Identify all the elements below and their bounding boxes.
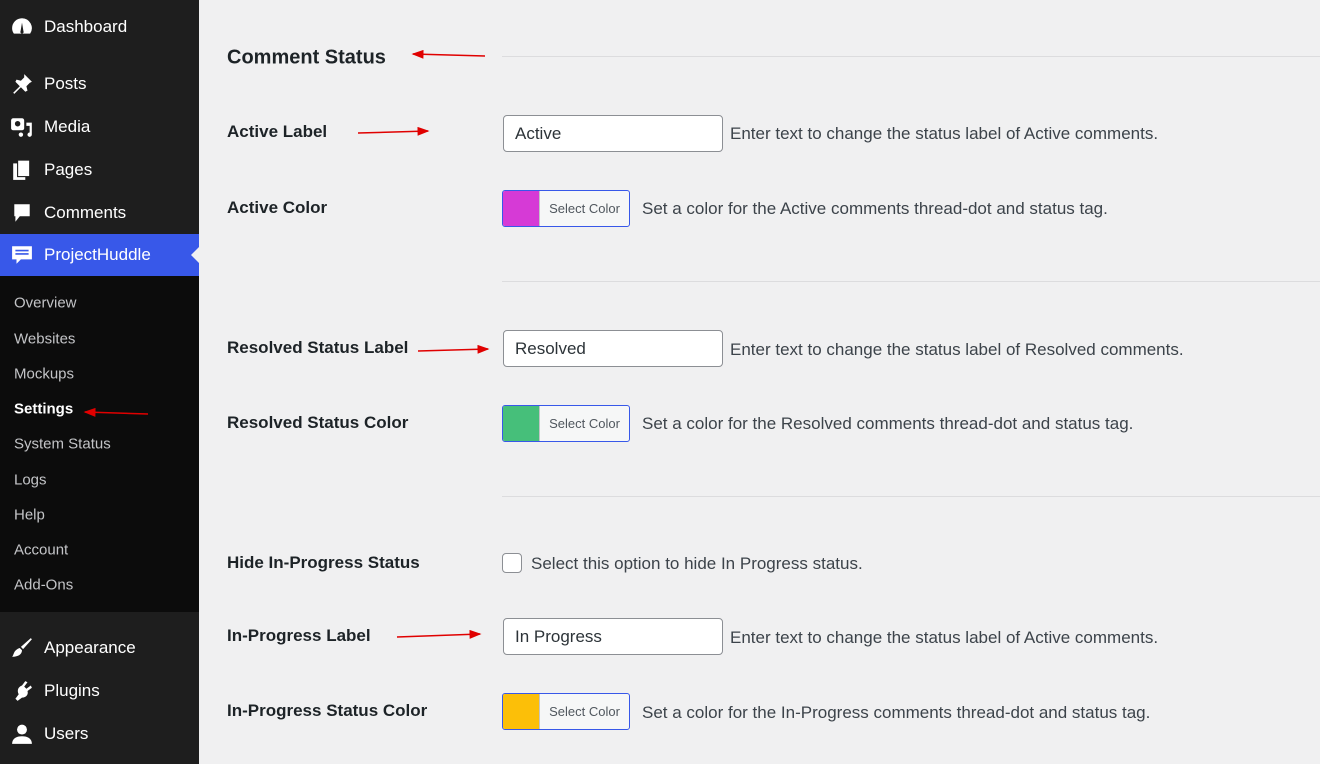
submenu-add-ons[interactable]: Add-Ons bbox=[14, 576, 74, 594]
arrow-annotation bbox=[417, 344, 490, 354]
resolved-color-label: Resolved Status Color bbox=[227, 413, 409, 432]
inprogress-color-label: In-Progress Status Color bbox=[227, 701, 428, 720]
inprogress-label-input[interactable] bbox=[503, 618, 723, 655]
dashboard-icon bbox=[0, 16, 44, 38]
hide-inprogress-label: Hide In-Progress Status bbox=[227, 553, 420, 572]
sidebar-item-label: Users bbox=[44, 724, 89, 743]
resolved-color-picker[interactable]: Select Color bbox=[502, 405, 630, 442]
sidebar-item-dashboard[interactable]: Dashboard bbox=[0, 6, 199, 48]
resolved-label-description: Enter text to change the status label of… bbox=[730, 340, 1184, 359]
divider bbox=[502, 281, 1320, 282]
arrow-annotation bbox=[411, 49, 486, 59]
projecthuddle-submenu bbox=[0, 276, 199, 612]
sidebar-item-label: Plugins bbox=[44, 681, 100, 700]
hide-inprogress-description: Select this option to hide In Progress s… bbox=[531, 554, 863, 573]
active-color-label: Active Color bbox=[227, 198, 328, 217]
hide-inprogress-checkbox[interactable] bbox=[502, 553, 522, 573]
color-swatch[interactable] bbox=[503, 694, 540, 729]
sidebar-item-label: ProjectHuddle bbox=[44, 245, 151, 264]
inprogress-label-label: In-Progress Label bbox=[227, 626, 371, 645]
sidebar-item-comments[interactable]: Comments bbox=[0, 192, 199, 234]
resolved-color-description: Set a color for the Resolved comments th… bbox=[642, 414, 1134, 433]
sidebar-item-pages[interactable]: Pages bbox=[0, 149, 199, 191]
sidebar-item-appearance[interactable]: Appearance bbox=[0, 627, 199, 669]
admin-sidebar: Dashboard Posts Media Pages Comments Pro… bbox=[0, 0, 199, 764]
submenu-websites[interactable]: Websites bbox=[14, 330, 76, 348]
inprogress-color-description: Set a color for the In-Progress comments… bbox=[642, 703, 1151, 722]
submenu-help[interactable]: Help bbox=[14, 506, 45, 524]
sidebar-item-posts[interactable]: Posts bbox=[0, 63, 199, 105]
arrow-annotation bbox=[83, 407, 149, 417]
active-label-label: Active Label bbox=[227, 122, 328, 141]
sidebar-item-label: Media bbox=[44, 117, 91, 136]
select-color-button[interactable]: Select Color bbox=[549, 704, 620, 719]
sidebar-item-label: Pages bbox=[44, 160, 93, 179]
divider bbox=[502, 56, 1320, 57]
color-swatch[interactable] bbox=[503, 191, 540, 226]
sidebar-item-media[interactable]: Media bbox=[0, 106, 199, 148]
divider bbox=[502, 496, 1320, 497]
select-color-button[interactable]: Select Color bbox=[549, 416, 620, 431]
pages-icon bbox=[0, 159, 44, 181]
sidebar-item-projecthuddle[interactable]: ProjectHuddle bbox=[0, 234, 199, 276]
submenu-settings[interactable]: Settings bbox=[14, 400, 74, 418]
color-swatch[interactable] bbox=[503, 406, 540, 441]
comment-icon bbox=[0, 202, 44, 224]
inprogress-label-description: Enter text to change the status label of… bbox=[730, 628, 1159, 647]
active-label-description: Enter text to change the status label of… bbox=[730, 124, 1159, 143]
submenu-overview[interactable]: Overview bbox=[14, 294, 77, 312]
select-color-button[interactable]: Select Color bbox=[549, 201, 620, 216]
submenu-account[interactable]: Account bbox=[14, 541, 69, 559]
active-color-picker[interactable]: Select Color bbox=[502, 190, 630, 227]
sidebar-item-label: Posts bbox=[44, 74, 87, 93]
section-title: Comment Status bbox=[227, 46, 386, 69]
media-icon bbox=[0, 116, 44, 138]
sidebar-item-label: Comments bbox=[44, 203, 127, 222]
submenu-system-status[interactable]: System Status bbox=[14, 435, 111, 453]
user-icon bbox=[0, 723, 44, 745]
sidebar-item-plugins[interactable]: Plugins bbox=[0, 670, 199, 712]
sidebar-item-label: Dashboard bbox=[44, 17, 128, 36]
active-label-input[interactable] bbox=[503, 115, 723, 152]
active-color-description: Set a color for the Active comments thre… bbox=[642, 199, 1108, 218]
projecthuddle-icon bbox=[0, 244, 44, 266]
sidebar-item-label: Appearance bbox=[44, 638, 136, 657]
pin-icon bbox=[0, 73, 44, 95]
submenu-logs[interactable]: Logs bbox=[14, 471, 47, 489]
sidebar-item-users[interactable]: Users bbox=[0, 713, 199, 755]
resolved-label-label: Resolved Status Label bbox=[227, 338, 409, 357]
submenu-mockups[interactable]: Mockups bbox=[14, 365, 75, 383]
inprogress-color-picker[interactable]: Select Color bbox=[502, 693, 630, 730]
arrow-annotation bbox=[396, 629, 482, 639]
arrow-annotation bbox=[357, 126, 430, 136]
paintbrush-icon bbox=[0, 637, 44, 659]
resolved-label-input[interactable] bbox=[503, 330, 723, 367]
plugin-icon bbox=[0, 680, 44, 702]
